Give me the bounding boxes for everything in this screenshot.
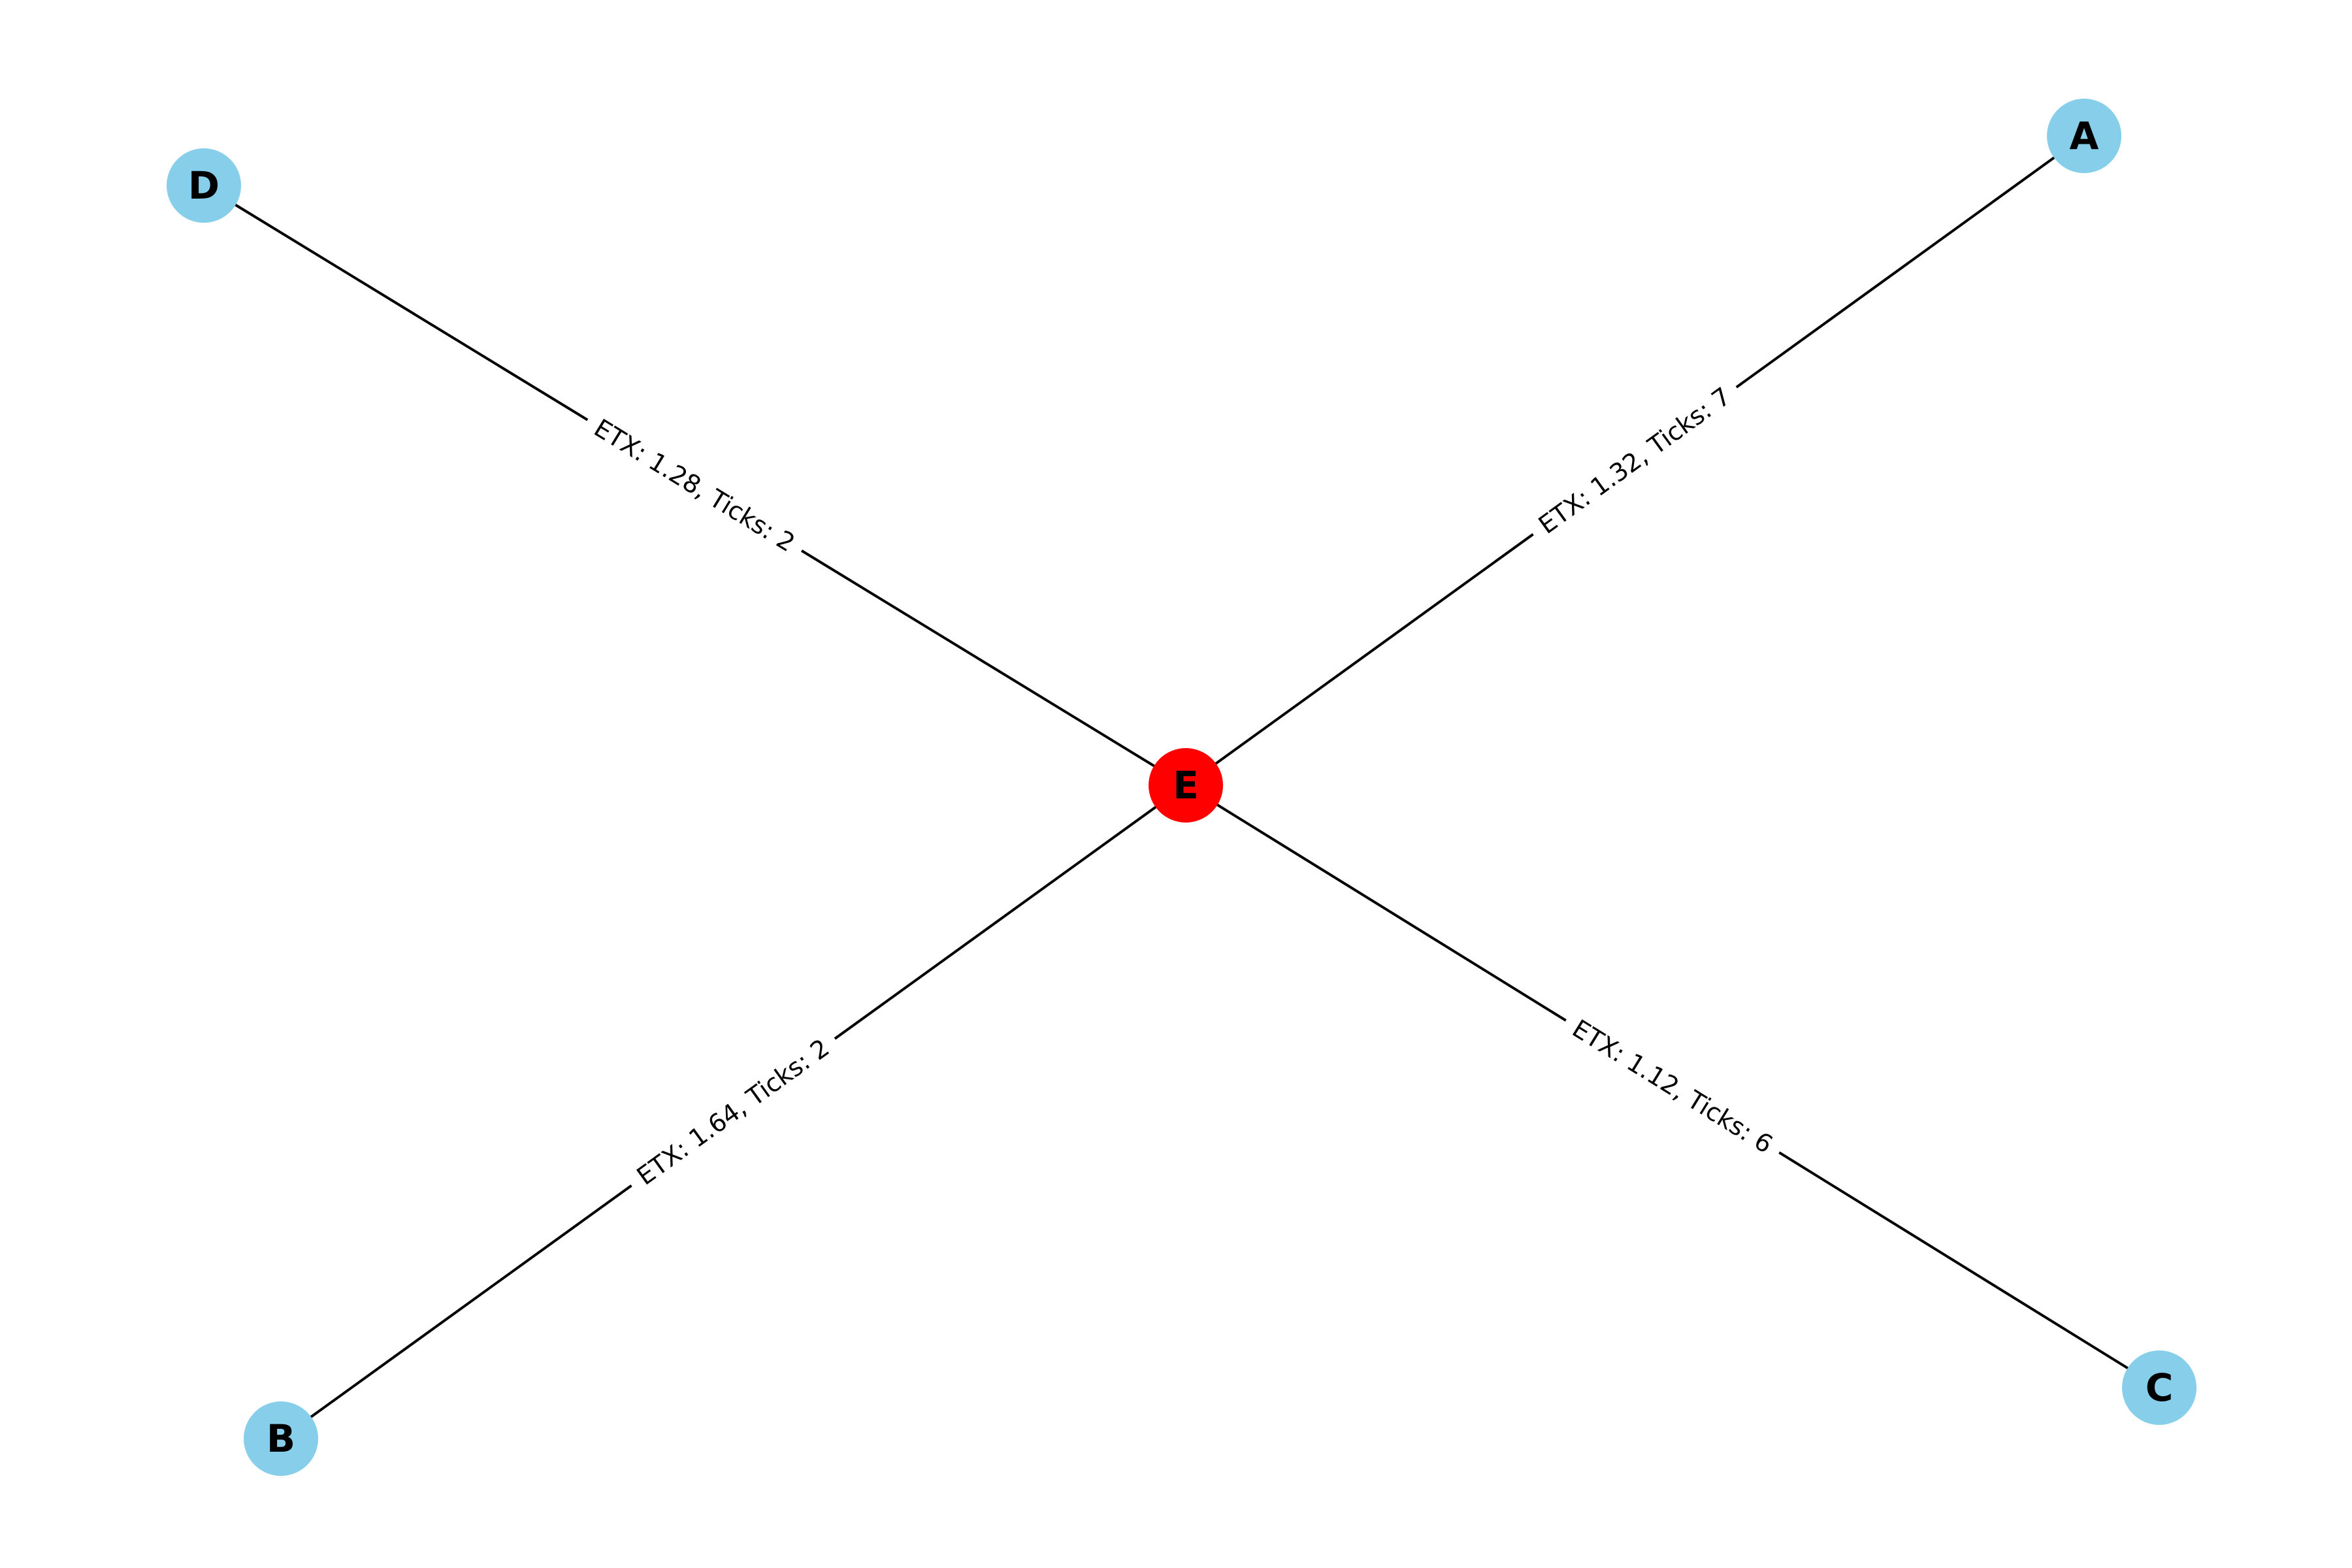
- edge-label-bg: [1555, 1004, 1790, 1169]
- edge-label-bg: [619, 1022, 847, 1201]
- edge-label-E-D: ETX: 1.28, Ticks: 2: [577, 403, 812, 568]
- node-C: C: [2122, 1350, 2197, 1425]
- node-label-A: A: [2070, 114, 2099, 158]
- edge-label-bg: [1521, 371, 1748, 550]
- edge-label-E-B: ETX: 1.64, Ticks: 2: [619, 1022, 847, 1201]
- edge-label-E-C: ETX: 1.12, Ticks: 6: [1555, 1004, 1790, 1169]
- node-circle-E: [1149, 748, 1223, 823]
- node-label-B: B: [267, 1416, 295, 1461]
- node-B: B: [244, 1401, 318, 1476]
- edge-label-text-E-C: ETX: 1.12, Ticks: 6: [1567, 1014, 1778, 1159]
- edge-label-bg: [577, 403, 812, 568]
- node-circle-A: [2047, 99, 2121, 173]
- node-label-E: E: [1173, 763, 1199, 808]
- edge-label-E-A: ETX: 1.32, Ticks: 7: [1521, 371, 1748, 550]
- node-circle-C: [2122, 1350, 2197, 1425]
- node-circle-D: [167, 148, 241, 223]
- node-label-C: C: [2146, 1365, 2174, 1410]
- node-D: D: [167, 148, 241, 223]
- node-circle-B: [244, 1401, 318, 1476]
- node-E: E: [1149, 748, 1223, 823]
- edge-label-text-E-A: ETX: 1.32, Ticks: 7: [1533, 382, 1736, 540]
- edge-label-text-E-B: ETX: 1.64, Ticks: 2: [632, 1033, 835, 1190]
- node-label-D: D: [188, 163, 220, 208]
- node-A: A: [2047, 99, 2121, 173]
- edge-label-text-E-D: ETX: 1.28, Ticks: 2: [589, 414, 800, 558]
